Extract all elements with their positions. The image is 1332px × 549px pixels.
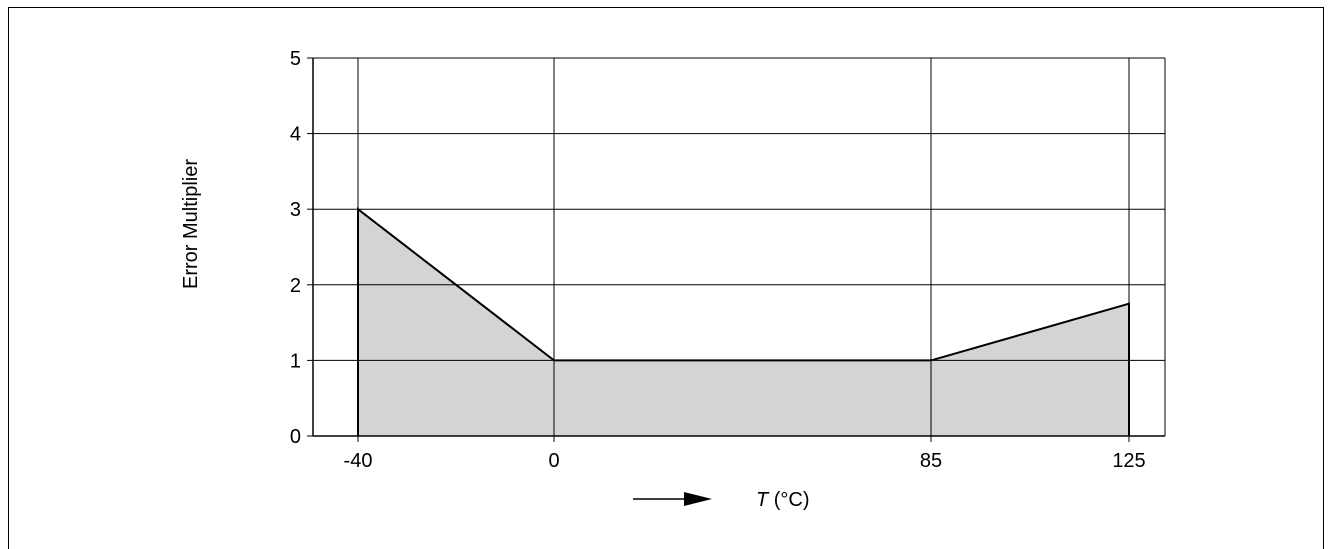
y-tick-labels: 0 1 2 3 4 5	[290, 48, 313, 448]
x-tick-label: 125	[1112, 450, 1145, 472]
x-axis-title: T (°C)	[633, 489, 810, 511]
axes-layer	[312, 57, 1166, 437]
x-axis-label: T (°C)	[756, 489, 810, 511]
y-tick-label: 0	[290, 426, 301, 448]
x-axis-unit: (°C)	[768, 489, 809, 511]
y-tick-label: 4	[290, 124, 301, 146]
y-tick-label: 5	[290, 48, 301, 70]
x-tick-label: 85	[920, 450, 942, 472]
x-axis-symbol: T	[756, 489, 770, 511]
x-tick-label: 0	[548, 450, 559, 472]
x-tick-labels: -40 0 85 125	[344, 436, 1146, 472]
x-axis-arrow-head	[684, 492, 712, 506]
y-tick-label: 2	[290, 275, 301, 297]
y-axis-label: Error Multiplier	[180, 159, 202, 289]
area-fill	[358, 209, 1129, 436]
y-tick-label: 3	[290, 199, 301, 221]
chart-frame	[8, 7, 1324, 549]
y-tick-label: 1	[290, 350, 301, 372]
x-tick-label: -40	[344, 450, 373, 472]
